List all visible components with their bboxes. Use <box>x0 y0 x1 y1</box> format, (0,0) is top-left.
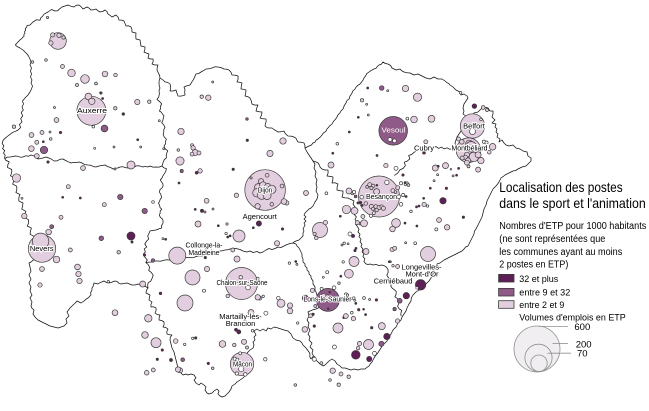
svg-text:les communes ayant au moins: les communes ayant au moins <box>499 247 622 258</box>
svg-text:Besançon: Besançon <box>366 192 397 201</box>
svg-text:Belfort: Belfort <box>463 122 486 131</box>
svg-text:600: 600 <box>574 322 590 333</box>
svg-text:200: 200 <box>576 339 592 350</box>
svg-text:(ne sont représentées que: (ne sont représentées que <box>499 234 606 245</box>
svg-text:Agencourt: Agencourt <box>243 212 278 221</box>
svg-text:entre 9 et 32: entre 9 et 32 <box>519 288 570 299</box>
svg-text:Mont-d'Or: Mont-d'Or <box>405 270 439 279</box>
svg-text:Volumes d'emplois en ETP: Volumes d'emplois en ETP <box>519 313 625 324</box>
svg-text:Dijon: Dijon <box>258 186 273 195</box>
svg-text:Nombres d'ETP pour 1000 habita: Nombres d'ETP pour 1000 habitants <box>499 221 646 232</box>
svg-text:Localisation des postes: Localisation des postes <box>499 179 622 195</box>
svg-text:Brancion: Brancion <box>226 319 256 328</box>
svg-text:Collonge-la-: Collonge-la- <box>186 241 223 250</box>
svg-text:Auxerre: Auxerre <box>77 106 107 115</box>
svg-text:Longevilles-: Longevilles- <box>401 262 442 271</box>
svg-text:32 et plus: 32 et plus <box>519 274 558 285</box>
svg-text:Nevers: Nevers <box>30 244 54 253</box>
svg-text:2 postes en ETP): 2 postes en ETP) <box>499 260 568 271</box>
svg-text:dans le sport et l'animation: dans le sport et l'animation <box>499 195 645 211</box>
svg-text:Martailly-lès-: Martailly-lès- <box>219 312 262 321</box>
svg-text:Madeleine: Madeleine <box>189 248 220 257</box>
svg-text:Chalon-sur-Saône: Chalon-sur-Saône <box>217 278 268 287</box>
svg-text:Mâcon: Mâcon <box>233 360 252 369</box>
svg-text:Lons-le-Saunier: Lons-le-Saunier <box>304 295 352 304</box>
svg-text:Cerniébaud: Cerniébaud <box>374 277 413 286</box>
svg-text:Cubry: Cubry <box>414 144 434 153</box>
svg-text:Montbéliard: Montbéliard <box>452 144 488 153</box>
svg-text:entre 2 et 9: entre 2 et 9 <box>519 300 564 311</box>
svg-text:70: 70 <box>577 348 588 359</box>
svg-text:Vesoul: Vesoul <box>382 126 406 135</box>
